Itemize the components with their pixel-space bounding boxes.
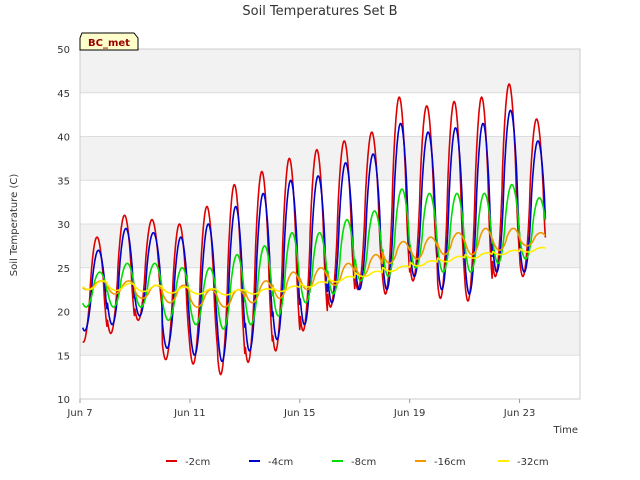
- legend-label: -8cm: [351, 457, 376, 468]
- x-tick-label: Jun 23: [503, 408, 536, 419]
- x-tick-label: Jun 7: [66, 408, 92, 419]
- plot-frame: [79, 48, 581, 400]
- legend-item: -16cm: [415, 457, 466, 468]
- y-tick-label: 35: [57, 176, 70, 187]
- legend-item: -32cm: [498, 457, 549, 468]
- y-tick-label: 30: [57, 220, 70, 231]
- plot-band: [80, 311, 580, 356]
- legend-item: -8cm: [332, 457, 376, 468]
- y-tick-label: 15: [57, 351, 70, 362]
- y-tick-label: 45: [57, 89, 70, 100]
- y-tick-label: 40: [57, 133, 70, 144]
- station-badge: BC_met: [79, 32, 139, 51]
- station-badge-label: BC_met: [88, 38, 130, 49]
- plot-bands: [80, 49, 580, 356]
- legend-label: -32cm: [517, 457, 549, 468]
- series-line-4cm: [81, 109, 547, 363]
- plot-band: [80, 49, 580, 93]
- y-axis-label: Soil Temperature (C): [9, 174, 20, 277]
- plot-band: [80, 136, 580, 181]
- chart-title: Soil Temperatures Set B: [242, 4, 397, 19]
- series-line-8cm: [81, 183, 547, 330]
- x-axis-label: Time: [553, 425, 578, 436]
- y-axis-ticks: 10 15 20 25 30 35 40 45 50: [57, 45, 70, 406]
- legend-item: -4cm: [249, 457, 293, 468]
- y-tick-label: 50: [57, 45, 70, 56]
- y-tick-label: 25: [57, 264, 70, 275]
- legend-label: -4cm: [268, 457, 293, 468]
- series-line-16cm: [82, 227, 547, 308]
- legend-label: -2cm: [185, 457, 210, 468]
- x-axis-ticks: Jun 7 Jun 11 Jun 15 Jun 19 Jun 23: [66, 399, 535, 419]
- y-tick-label: 10: [57, 395, 70, 406]
- series-lines: [81, 83, 547, 376]
- legend-item: -2cm: [166, 457, 210, 468]
- series-line-32cm: [82, 246, 546, 296]
- legend: -2cm -4cm -8cm -16cm -32cm: [166, 457, 549, 468]
- x-tick-label: Jun 19: [393, 408, 426, 419]
- y-tick-label: 20: [57, 308, 70, 319]
- x-tick-label: Jun 15: [283, 408, 316, 419]
- legend-label: -16cm: [434, 457, 466, 468]
- x-tick-label: Jun 11: [173, 408, 206, 419]
